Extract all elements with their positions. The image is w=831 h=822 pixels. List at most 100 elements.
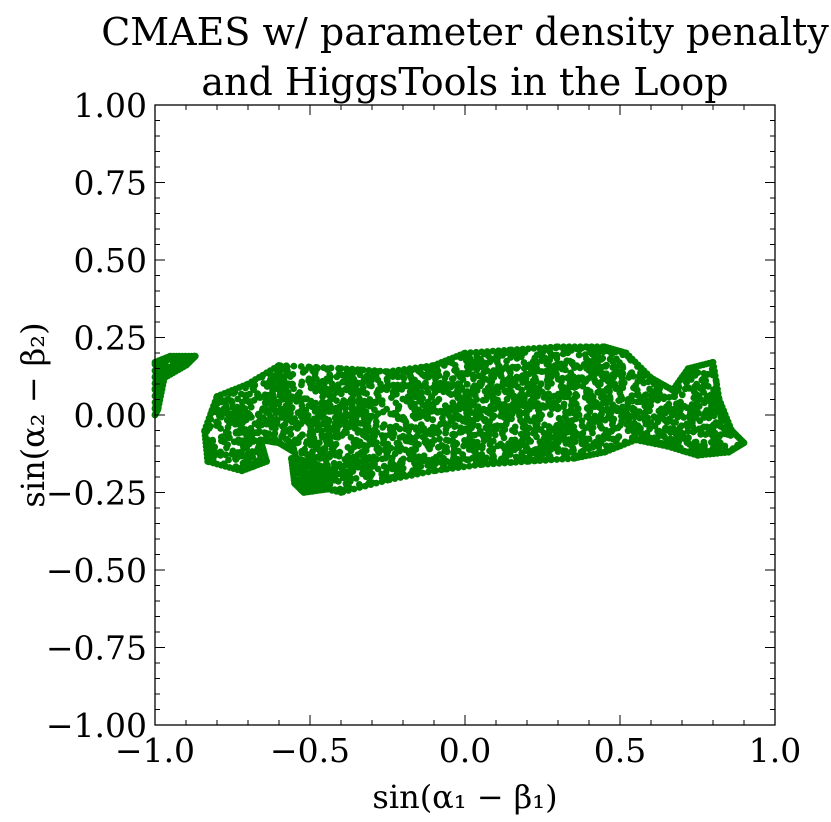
data-point: [454, 412, 462, 420]
data-point: [384, 476, 391, 484]
data-point: [345, 487, 352, 494]
data-point: [431, 380, 439, 388]
data-point: [621, 409, 628, 417]
data-point: [570, 409, 578, 417]
data-point: [398, 385, 406, 393]
data-point: [627, 369, 635, 377]
data-point: [499, 442, 506, 450]
data-point: [408, 446, 415, 454]
data-point: [395, 461, 402, 469]
data-point: [336, 460, 343, 468]
data-point: [320, 364, 327, 371]
data-point: [487, 403, 495, 410]
data-point: [585, 445, 593, 453]
data-point: [721, 444, 729, 451]
data-point: [573, 392, 581, 400]
data-point: [517, 392, 525, 400]
data-point: [225, 456, 232, 464]
data-point: [344, 399, 352, 406]
data-point: [239, 428, 246, 435]
data-point: [359, 384, 367, 392]
data-point: [344, 468, 351, 476]
data-point: [478, 348, 486, 356]
data-point: [536, 344, 543, 352]
chart-title-line1: CMAES w/ parameter density penalty: [101, 10, 829, 54]
data-point: [489, 445, 497, 453]
data-point: [412, 424, 420, 431]
data-points: [151, 343, 748, 496]
data-point: [290, 362, 298, 370]
data-point: [407, 401, 415, 409]
data-point: [449, 399, 457, 407]
data-point: [227, 415, 235, 423]
data-point: [480, 437, 488, 445]
data-point: [450, 443, 458, 451]
data-point: [471, 461, 479, 469]
data-point: [637, 424, 644, 432]
data-point: [350, 485, 358, 493]
data-point: [625, 416, 632, 424]
data-point: [423, 384, 431, 392]
data-point: [532, 384, 539, 392]
data-point: [430, 467, 438, 475]
y-tick-labels: 1.00 0.75 0.50 0.25 0.00 −0.25 −0.50 −0.75 −1.00: [46, 86, 147, 745]
data-point: [426, 445, 433, 453]
data-point: [440, 407, 448, 415]
data-point: [497, 369, 504, 376]
data-point: [161, 361, 169, 369]
data-point: [553, 456, 561, 463]
data-point: [384, 381, 392, 389]
data-point: [318, 387, 326, 395]
data-point: [217, 425, 225, 432]
data-point: [677, 398, 684, 406]
data-point: [348, 389, 355, 396]
data-point: [599, 394, 606, 402]
data-point: [355, 458, 362, 465]
y-tick-label: 0.50: [74, 241, 147, 280]
data-point: [269, 390, 277, 398]
data-point: [525, 401, 533, 408]
data-point: [508, 415, 515, 423]
data-point: [279, 431, 287, 439]
data-point: [475, 372, 482, 380]
data-point: [585, 435, 593, 443]
data-point: [467, 417, 475, 424]
data-point: [414, 413, 422, 421]
data-point: [588, 343, 595, 351]
data-point: [402, 473, 410, 480]
data-point: [518, 437, 526, 445]
data-point: [684, 427, 692, 435]
data-point: [505, 387, 513, 395]
data-point: [485, 427, 493, 434]
data-point: [452, 456, 459, 463]
data-point: [360, 465, 367, 473]
data-point: [438, 386, 446, 394]
data-point: [238, 414, 246, 422]
data-point: [500, 347, 508, 354]
data-point: [356, 371, 364, 379]
data-point: [262, 396, 270, 404]
data-point: [289, 371, 297, 378]
data-point: [536, 457, 544, 464]
data-point: [520, 365, 528, 372]
data-point: [418, 426, 426, 434]
data-point: [400, 366, 408, 373]
y-axis-label: sin(α₂ − β₂): [14, 322, 52, 507]
data-point: [566, 409, 573, 417]
data-point: [341, 428, 349, 435]
data-point: [455, 385, 463, 393]
data-point: [362, 447, 370, 454]
data-point: [286, 411, 293, 419]
data-point: [452, 366, 460, 374]
data-point: [516, 408, 523, 416]
data-point: [593, 401, 601, 409]
data-point: [499, 402, 507, 410]
data-point: [376, 367, 384, 375]
x-tick-label: 1.0: [749, 731, 801, 770]
data-point: [509, 426, 516, 434]
data-point: [565, 436, 573, 444]
data-point: [298, 402, 306, 409]
data-point: [691, 438, 699, 446]
data-point: [516, 374, 523, 381]
data-point: [510, 392, 518, 400]
